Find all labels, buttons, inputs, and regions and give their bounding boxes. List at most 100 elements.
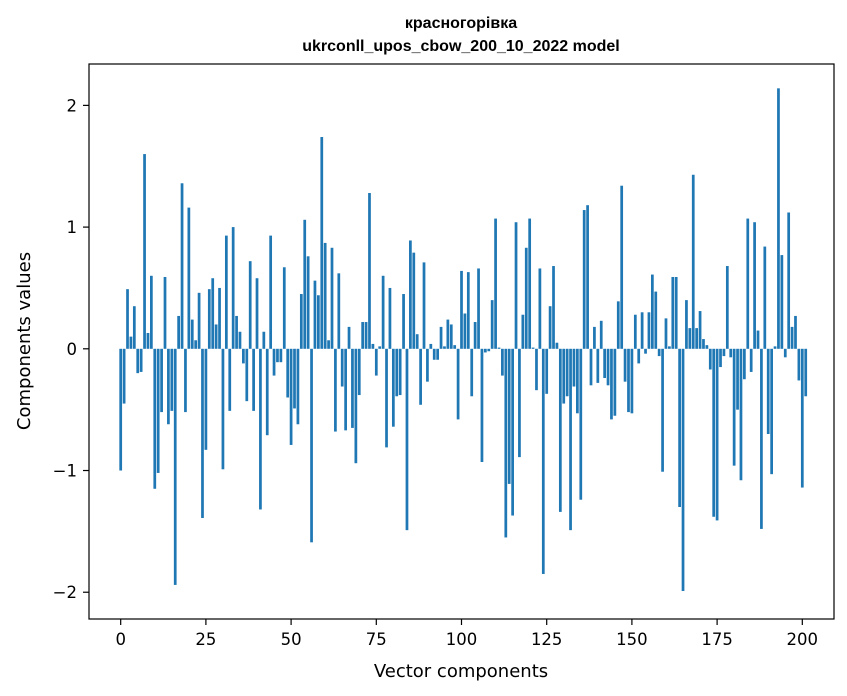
bar-55 xyxy=(306,256,310,349)
bar-96 xyxy=(446,319,450,349)
bar-112 xyxy=(501,348,504,376)
bar-173 xyxy=(708,348,712,370)
bar-97 xyxy=(449,324,453,349)
bar-29 xyxy=(218,287,221,349)
bar-0 xyxy=(119,348,123,471)
bar-83 xyxy=(402,294,405,349)
bar-51 xyxy=(293,348,296,409)
bar-135 xyxy=(579,348,583,500)
bar-64 xyxy=(337,273,341,349)
bar-72 xyxy=(364,322,368,349)
bar-192 xyxy=(773,346,777,349)
bar-186 xyxy=(753,222,756,349)
bar-146 xyxy=(616,301,620,349)
y-axis-ticks: −2 −1 0 1 2 xyxy=(53,96,89,602)
bar-140 xyxy=(596,348,600,383)
bar-118 xyxy=(521,314,525,349)
bar-137 xyxy=(586,205,589,349)
bar-76 xyxy=(378,346,382,349)
bar-147 xyxy=(620,185,624,349)
bar-38 xyxy=(248,261,252,349)
bar-50 xyxy=(289,348,293,445)
x-axis-label: Vector components xyxy=(374,661,548,682)
bar-49 xyxy=(286,348,290,398)
bar-102 xyxy=(466,272,470,349)
bar-119 xyxy=(524,247,528,349)
bar-7 xyxy=(143,154,146,349)
bar-37 xyxy=(245,348,249,402)
bar-65 xyxy=(340,348,344,387)
bar-159 xyxy=(661,348,664,472)
bar-195 xyxy=(783,348,787,358)
bar-182 xyxy=(739,348,743,481)
bar-56 xyxy=(310,348,313,543)
chart-title: красногорівка xyxy=(405,15,517,32)
bar-190 xyxy=(766,348,770,434)
bar-162 xyxy=(671,276,675,349)
bar-163 xyxy=(674,276,678,349)
bar-75 xyxy=(374,348,378,376)
bar-142 xyxy=(603,348,606,379)
bar-115 xyxy=(511,348,514,516)
bar-90 xyxy=(426,348,429,382)
x-tick-label: 25 xyxy=(195,630,216,649)
bar-156 xyxy=(650,274,654,349)
bar-16 xyxy=(173,348,177,585)
bar-134 xyxy=(576,348,579,414)
bar-129 xyxy=(558,348,562,512)
bar-67 xyxy=(347,326,351,349)
bar-31 xyxy=(224,235,228,349)
bar-78 xyxy=(385,348,388,448)
x-axis-ticks: 0 25 50 75 100 125 150 175 200 xyxy=(115,619,818,649)
bar-197 xyxy=(790,326,794,349)
bar-131 xyxy=(565,348,569,397)
bar-189 xyxy=(763,246,767,349)
y-axis-label: Components values xyxy=(14,252,35,430)
bars-group xyxy=(119,88,808,591)
bar-179 xyxy=(729,348,733,358)
bar-201 xyxy=(804,348,808,397)
bar-126 xyxy=(548,306,552,349)
bar-81 xyxy=(395,348,399,397)
bar-95 xyxy=(443,346,446,349)
bar-6 xyxy=(139,348,143,372)
bar-100 xyxy=(460,270,463,349)
bar-150 xyxy=(630,348,634,414)
bar-93 xyxy=(436,348,440,360)
bar-74 xyxy=(371,343,375,349)
bar-27 xyxy=(211,278,215,349)
bar-175 xyxy=(715,348,719,521)
bar-117 xyxy=(518,348,521,458)
y-tick-label: 1 xyxy=(67,218,78,237)
bar-52 xyxy=(296,348,300,425)
bar-184 xyxy=(746,218,750,349)
x-tick-label: 175 xyxy=(701,630,733,649)
bar-130 xyxy=(562,348,566,404)
bar-111 xyxy=(497,347,501,349)
bar-25 xyxy=(204,348,208,450)
bar-109 xyxy=(490,300,494,349)
bar-69 xyxy=(354,348,358,464)
bar-34 xyxy=(235,315,238,349)
bar-116 xyxy=(514,222,518,349)
bar-63 xyxy=(334,348,337,432)
bar-17 xyxy=(177,315,180,349)
x-tick-label: 125 xyxy=(531,630,563,649)
bar-58 xyxy=(317,295,320,349)
bar-124 xyxy=(541,348,545,574)
bar-176 xyxy=(719,348,722,368)
bar-148 xyxy=(623,348,627,382)
bar-20 xyxy=(187,207,191,349)
bar-132 xyxy=(569,348,572,531)
bar-151 xyxy=(633,314,637,349)
bar-170 xyxy=(698,311,702,349)
bar-122 xyxy=(535,348,538,391)
bar-86 xyxy=(412,252,416,349)
bar-103 xyxy=(470,348,474,397)
bar-133 xyxy=(572,348,576,387)
bar-191 xyxy=(770,348,773,475)
bar-71 xyxy=(361,322,365,349)
bar-8 xyxy=(146,332,150,349)
x-tick-label: 50 xyxy=(281,630,302,649)
